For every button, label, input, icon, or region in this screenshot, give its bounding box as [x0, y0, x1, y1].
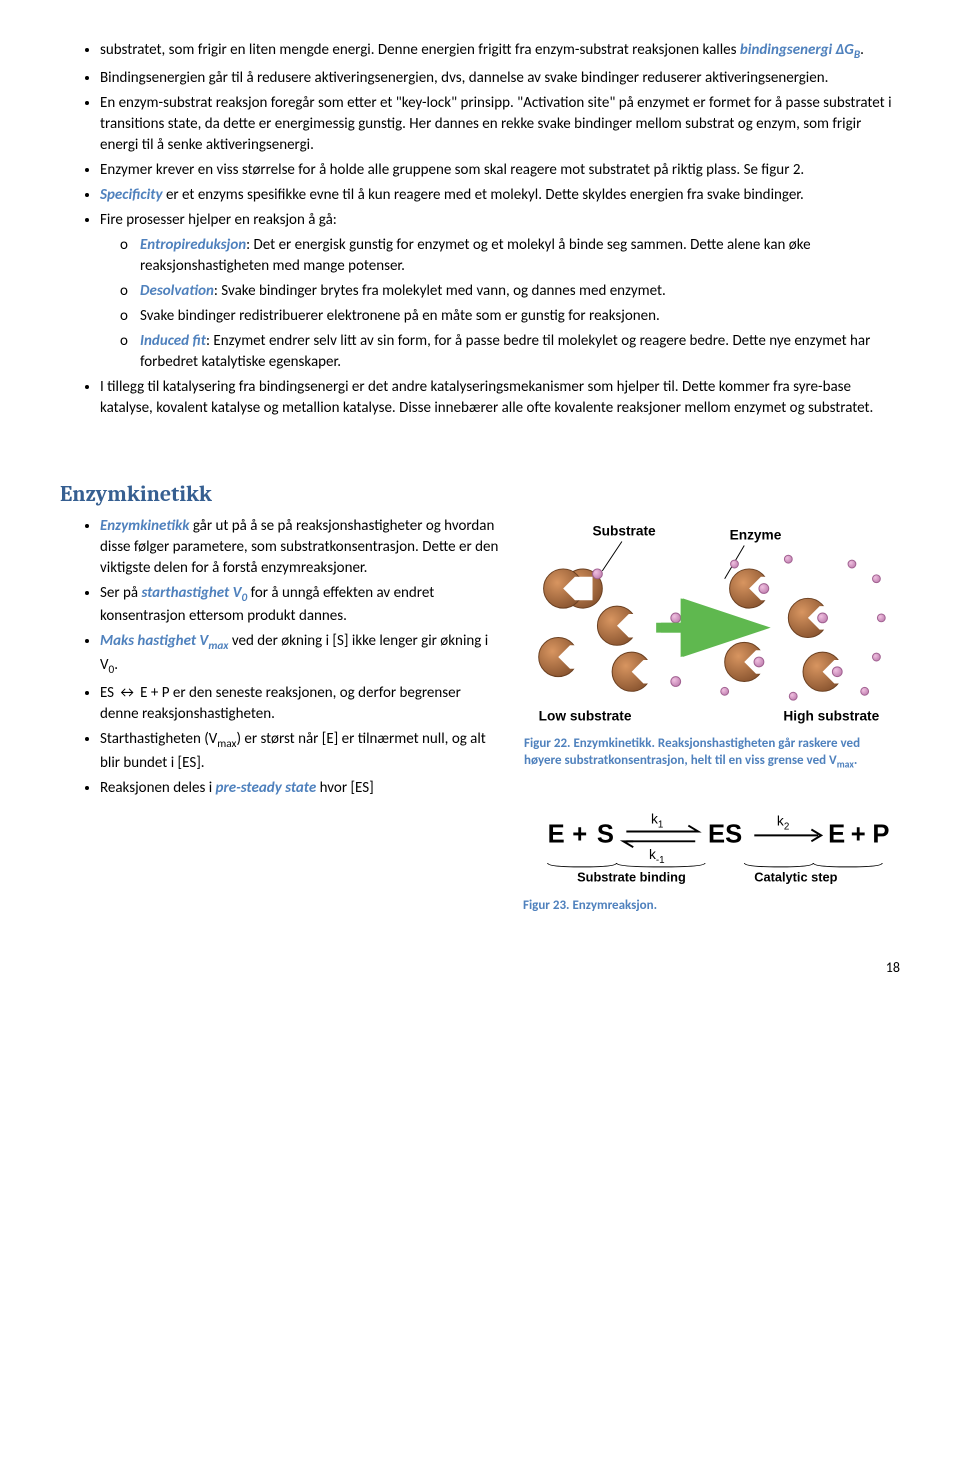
enzyme-diagram-svg: Substrate Enzyme: [524, 520, 896, 726]
enzyme-icon: [730, 568, 779, 607]
bullet-item: Specificity er et enzyms spesifikke evne…: [100, 185, 900, 206]
sub-item: Entropireduksjon: Det er energisk gunsti…: [140, 235, 900, 277]
term: pre-steady state: [216, 779, 317, 797]
term: Maks hastighet Vmax: [100, 632, 228, 650]
text: substratet, som frigir en liten mengde e…: [100, 41, 740, 59]
substrate-binding-label: Substrate binding: [577, 870, 686, 885]
reaction-equation-svg: E + S k1 k-1 ES k2 E + P Substrate bind: [523, 798, 897, 887]
text: hvor [ES]: [316, 779, 373, 797]
figure-22: Substrate Enzyme: [520, 516, 900, 776]
bullet-item: substratet, som frigir en liten mengde e…: [100, 40, 900, 64]
text: .: [114, 656, 118, 674]
figure-23-caption: Figur 23. Enzymreaksjon.: [523, 898, 897, 915]
text: Starthastigheten (V: [100, 730, 217, 748]
low-substrate-label: Low substrate: [539, 708, 632, 723]
text: er et enzyms spesifikke evne til å kun r…: [163, 186, 804, 204]
figure-23: E + S k1 k-1 ES k2 E + P Substrate bind: [520, 795, 900, 917]
svg-text:E: E: [548, 821, 565, 849]
term: bindingsenergi ΔGB: [740, 41, 860, 59]
enzyme-icon: [597, 606, 646, 645]
svg-text:S: S: [597, 821, 614, 849]
right-column: Substrate Enzyme: [520, 516, 900, 918]
enzyme-icon: [788, 598, 837, 637]
substrate-icon: [671, 676, 681, 686]
substrate-label: Substrate: [593, 523, 657, 538]
svg-text:+: +: [572, 821, 587, 849]
svg-text:+: +: [851, 821, 866, 849]
high-substrate-label: High substrate: [783, 708, 879, 723]
section-heading: Enzymkinetikk: [60, 479, 900, 510]
text: .: [860, 41, 864, 59]
svg-text:k1: k1: [651, 812, 663, 831]
sub-item: Desolvation: Svake bindinger brytes fra …: [140, 281, 900, 302]
two-column-layout: Enzymkinetikk går ut på å se på reaksjon…: [60, 516, 900, 918]
substrate-icon: [671, 613, 681, 623]
text: En enzym-substrat reaksjon foregår som e…: [100, 94, 892, 154]
bullet-item: Reaksjonen deles i pre-steady state hvor…: [100, 778, 500, 799]
bullet-item: Starthastigheten (Vmax) er størst når [E…: [100, 729, 500, 774]
sub-item: Svake bindinger redistribuerer elektrone…: [140, 306, 900, 327]
bullet-item: Maks hastighet Vmax ved der økning i [S]…: [100, 631, 500, 679]
text: ES ↔ E + P er den seneste reaksjonen, og…: [100, 684, 461, 723]
bullet-item: En enzym-substrat reaksjon foregår som e…: [100, 93, 900, 156]
enzyme-label: Enzyme: [730, 527, 782, 542]
text: max: [217, 737, 236, 751]
bullet-item: ES ↔ E + P er den seneste reaksjonen, og…: [100, 683, 500, 725]
text: I tillegg til katalysering fra bindingse…: [100, 378, 873, 417]
text: Enzymer krever en viss størrelse for å h…: [100, 161, 804, 179]
enzyme-icon: [612, 652, 661, 691]
term: Entropireduksjon: [140, 236, 246, 254]
text: Bindingsenergien går til å redusere akti…: [100, 69, 828, 87]
sub-list: Entropireduksjon: Det er energisk gunsti…: [100, 235, 900, 373]
svg-text:k2: k2: [777, 814, 789, 833]
text: Svake bindinger redistribuerer elektrone…: [140, 307, 660, 325]
kinetikk-list: Enzymkinetikk går ut på å se på reaksjon…: [60, 516, 500, 799]
bullet-item: Enzymer krever en viss størrelse for å h…: [100, 160, 900, 181]
substrate-icon: [593, 568, 603, 578]
text: : Enzymet endrer selv litt av sin form, …: [140, 332, 870, 371]
bullet-item: Ser på starthastighet V0 for å unngå eff…: [100, 583, 500, 628]
top-bullet-list: substratet, som frigir en liten mengde e…: [60, 40, 900, 419]
term: Specificity: [100, 186, 163, 204]
term: starthastighet V0: [141, 584, 247, 602]
figure-22-caption: Figur 22. Enzymkinetikk. Reaksjonshastig…: [524, 736, 896, 771]
term: Induced fit: [140, 332, 206, 350]
enzyme-icon: [803, 652, 852, 691]
svg-text:P: P: [872, 821, 889, 849]
enzyme-icon: [725, 642, 774, 681]
text: : Svake bindinger brytes fra molekylet m…: [214, 282, 666, 300]
page-number: 18: [60, 958, 900, 978]
svg-text:k-1: k-1: [649, 847, 665, 866]
svg-text:E: E: [828, 821, 845, 849]
bullet-item: Enzymkinetikk går ut på å se på reaksjon…: [100, 516, 500, 579]
left-column: Enzymkinetikk går ut på å se på reaksjon…: [60, 516, 500, 918]
text: Reaksjonen deles i: [100, 779, 216, 797]
sub-item: Induced fit: Enzymet endrer selv litt av…: [140, 331, 900, 373]
enzyme-icon: [539, 637, 588, 676]
text: Fire prosesser hjelper en reaksjon å gå:: [100, 211, 337, 229]
catalytic-step-label: Catalytic step: [754, 870, 837, 885]
bullet-item: Fire prosesser hjelper en reaksjon å gå:…: [100, 210, 900, 373]
term: Desolvation: [140, 282, 214, 300]
bullet-item: Bindingsenergien går til å redusere akti…: [100, 68, 900, 89]
text: Ser på: [100, 584, 141, 602]
bullet-item: I tillegg til katalysering fra bindingse…: [100, 377, 900, 419]
term: Enzymkinetikk: [100, 517, 189, 535]
svg-text:ES: ES: [708, 821, 742, 849]
